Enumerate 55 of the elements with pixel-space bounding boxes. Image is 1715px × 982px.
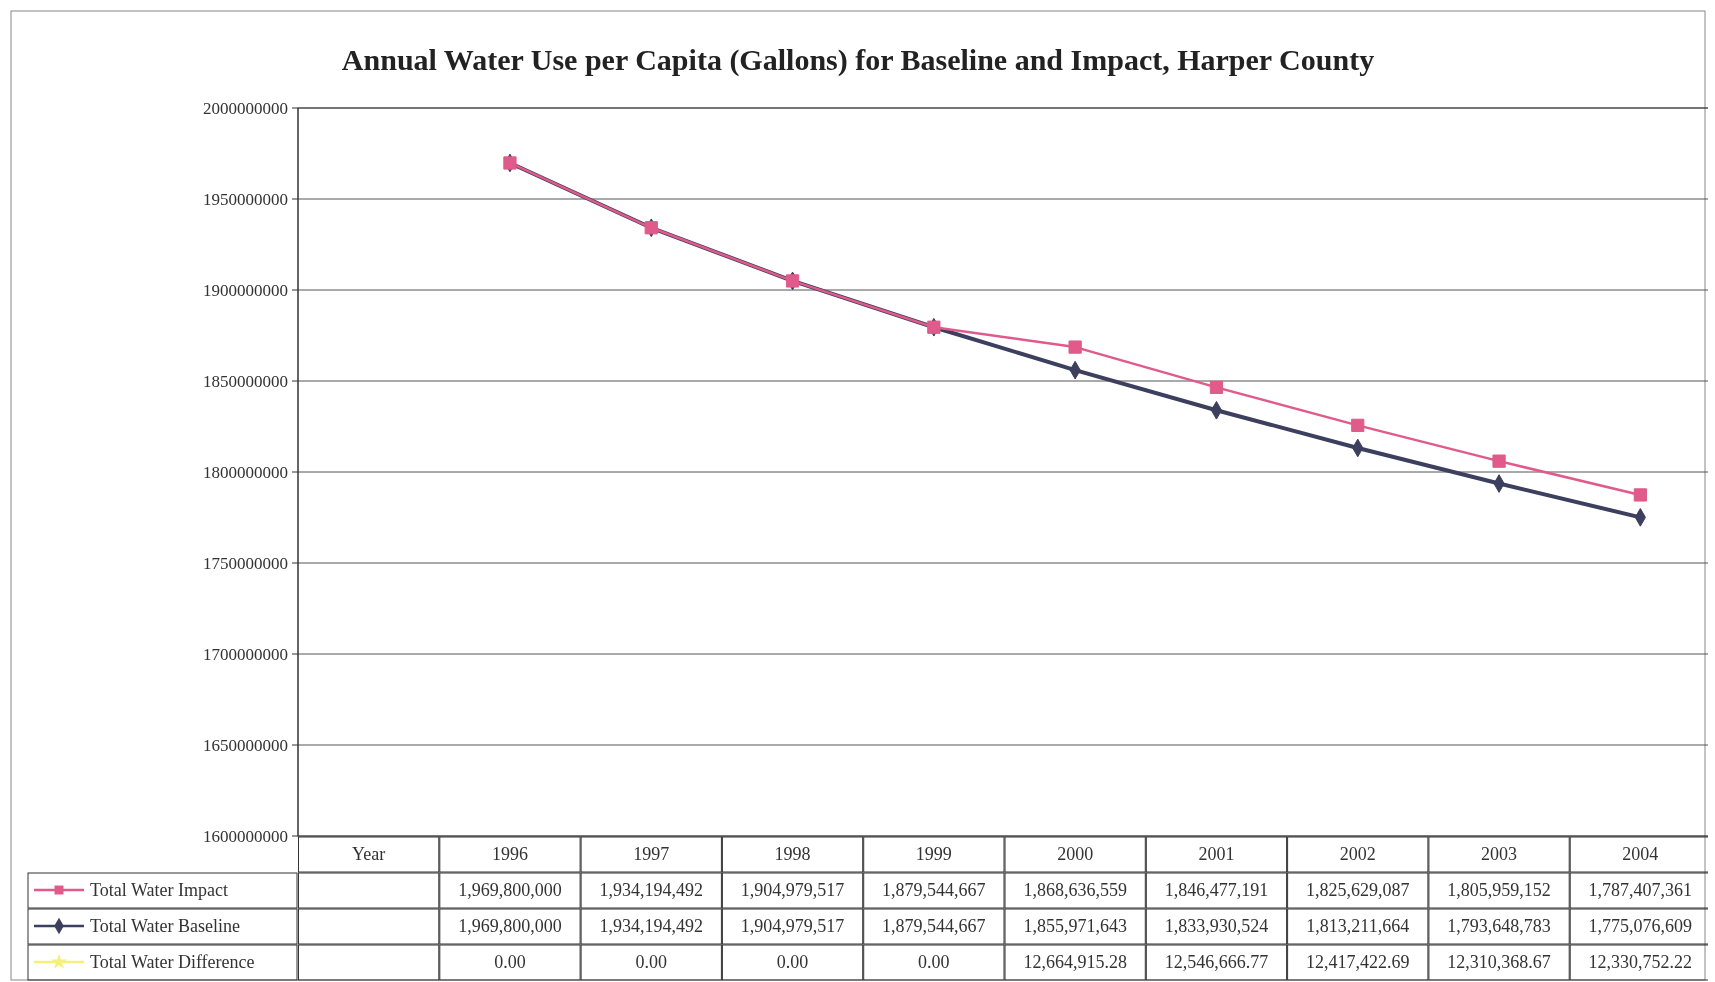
point (1068, 340, 1082, 354)
y-tick-label: 1750000000 (203, 553, 288, 573)
text: 12,546,666.77 (1164, 952, 1269, 973)
point (1633, 488, 1647, 502)
data-label: 1,855,971,643 (1023, 916, 1127, 937)
text: 12,664,915.28 (1023, 952, 1127, 973)
text: 12,330,752.22 (1588, 952, 1693, 973)
y-tick-label: 2000000000 (203, 98, 288, 118)
data-label: 1,904,979,517 (740, 916, 845, 937)
data-label: 1,879,544,667 (882, 916, 986, 937)
point (1209, 380, 1224, 395)
text: 0.00 (918, 952, 950, 973)
legend-label: Total Water Baseline (90, 916, 240, 937)
data-label: 1,868,636,559 (1023, 880, 1127, 901)
data-label: 1,833,930,524 (1164, 916, 1269, 937)
data-label: 1,934,194,492 (599, 916, 703, 937)
x-tick-label: 1996 (491, 844, 528, 865)
y-tick-label: 1650000000 (203, 735, 288, 755)
x-tick-label: 1998 (774, 844, 811, 865)
y-tick-label: 1850000000 (203, 371, 288, 391)
x-tick-label: 1999 (915, 844, 952, 865)
x-tick-label: 2003 (1481, 844, 1518, 865)
point (1351, 418, 1365, 432)
data-label: 1,879,544,667 (882, 880, 986, 901)
y-tick-label: 1900000000 (203, 280, 288, 300)
data-label: 1,805,959,152 (1447, 880, 1551, 901)
text: 12,417,422.69 (1306, 952, 1410, 973)
x-tick-label: 2000 (1057, 844, 1094, 865)
data-label: 1,969,800,000 (458, 916, 562, 937)
data-label: 1,904,979,517 (740, 880, 845, 901)
x-tick-label: 2002 (1339, 844, 1376, 865)
x-tick-label: 1997 (633, 844, 670, 865)
data-label: 1,793,648,783 (1447, 916, 1551, 937)
x-tick-label: 2001 (1198, 844, 1235, 865)
y-tick-label: 1950000000 (203, 189, 288, 209)
data-label: 1,775,076,609 (1588, 916, 1693, 937)
text: 0.00 (494, 952, 526, 973)
data-label: 1,825,629,087 (1306, 880, 1410, 901)
text: 12,310,368.67 (1447, 952, 1551, 973)
data-label: 1,969,800,000 (458, 880, 562, 901)
legend-label: Total Water Difference (90, 952, 255, 973)
legend-label: Total Water Impact (90, 880, 228, 901)
text: 0.00 (635, 952, 667, 973)
x-tick-label: Year (352, 844, 386, 865)
x-tick-label: 2004 (1622, 844, 1659, 865)
data-label: 1,787,407,361 (1588, 880, 1693, 901)
data-label: 1,846,477,191 (1164, 880, 1269, 901)
y-tick-label: 1800000000 (203, 462, 288, 482)
point (1492, 454, 1506, 468)
y-tick-label: 1600000000 (203, 826, 288, 846)
data-label: 1,934,194,492 (599, 880, 703, 901)
data-label: 1,813,211,664 (1306, 916, 1410, 937)
chart-title: Annual Water Use per Capita (Gallons) for Baseline and Impact, Harper County (341, 43, 1375, 77)
y-tick-label: 1700000000 (203, 644, 288, 664)
text: 0.00 (776, 952, 809, 973)
